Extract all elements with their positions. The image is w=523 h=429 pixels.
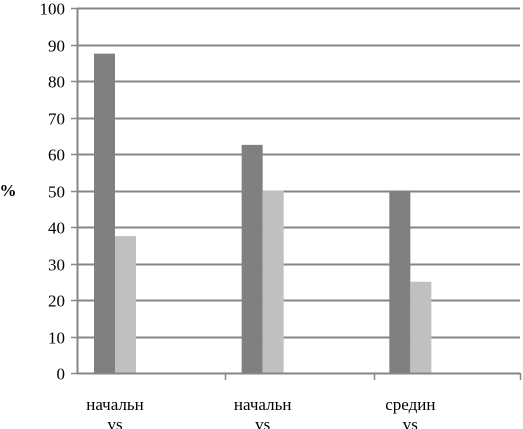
y-tick-label: 10 [48,329,65,348]
x-tick-label: начальн [234,395,292,414]
y-tick-label: 30 [48,256,65,275]
y-tick-label: 50 [48,183,65,202]
x-tick-label: начальн [86,395,144,414]
x-tick-label: vs [107,415,122,429]
bar [94,53,115,373]
y-tick-label: 100 [40,0,66,19]
bar [262,190,284,373]
y-tick-label: 90 [48,37,65,56]
x-tick-label: vs [255,415,270,429]
bar [389,190,411,373]
y-tick-label: 60 [48,146,65,165]
y-tick-label: 20 [48,292,65,311]
y-tick-label: 80 [48,73,65,92]
x-tick-label: средин [385,395,435,414]
y-tick-label: 0 [57,365,66,384]
x-tick-label: vs [403,415,418,429]
gridlines [77,7,520,339]
y-tick-label: 70 [48,110,65,129]
bar [410,281,432,373]
bar [241,144,263,373]
axes-group [71,7,522,380]
bars-group [94,53,432,373]
y-tick-labels: 0 10 20 30 40 50 60 70 80 90 100 [40,0,66,384]
y-axis-label: % [0,181,17,200]
y-tick-label: 40 [48,219,65,238]
bar [115,236,136,373]
